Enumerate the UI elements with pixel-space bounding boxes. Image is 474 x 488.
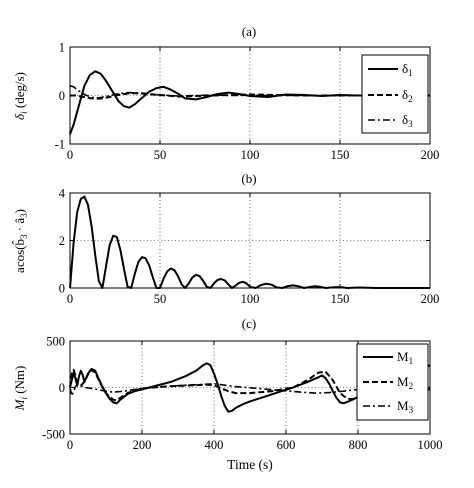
panel-b-ylabel: acos(b̂3 · â3) (12, 209, 29, 273)
panel-a-legend: δ1 δ2 δ3 (361, 54, 429, 134)
series-line-δ1 (69, 70, 430, 135)
legend-c-label-2-main: M (397, 374, 409, 389)
legend-c-label-2: M2 (397, 374, 413, 391)
y-tick-label: 4 (59, 187, 66, 201)
panel-a: (a) 0 50 100 150 200-101 δi (deg/s) δ1 δ2 δ3 (12, 24, 439, 162)
y-tick-label: 0 (59, 381, 65, 395)
legend-a-label-1-sub: 1 (408, 68, 413, 78)
x-tick-label: 200 (421, 148, 440, 162)
x-tick-label: 400 (205, 438, 224, 452)
panel-b-title: (b) (241, 171, 256, 186)
panel-b-ylabel-sub1: 3 (19, 234, 29, 239)
panel-a-ylabel-main: δ (12, 113, 27, 120)
panel-a-ylabel-sub: i (19, 111, 29, 114)
legend-a-label-2: δ2 (402, 87, 413, 104)
x-tick-label: 50 (154, 148, 167, 162)
x-tick-label: 50 (154, 292, 167, 306)
y-tick-label: 0 (59, 89, 65, 103)
panel-a-title: (a) (242, 24, 256, 39)
y-tick-label: 0 (59, 282, 65, 296)
legend-a-label-3-sub: 3 (408, 119, 413, 129)
panel-c-ylabel-rest: (Nm) (12, 366, 27, 397)
legend-c-label-3-main: M (397, 398, 409, 413)
y-tick-label: -500 (42, 428, 65, 442)
legend-a-label-3: δ3 (402, 112, 413, 129)
panel-c-legend: M1 M2 M3 (356, 343, 429, 421)
legend-a-label-3-main: δ (402, 112, 408, 127)
legend-a-label-1-main: δ (402, 61, 408, 76)
panel-c-title: (c) (242, 316, 256, 331)
legend-a-label-2-main: δ (402, 87, 408, 102)
panel-c-series (69, 362, 431, 413)
x-tick-label: 200 (133, 438, 152, 452)
panel-b-series (69, 195, 430, 289)
panel-a-grid (70, 47, 430, 144)
panel-b-ylabel-sub2: 3 (19, 213, 29, 218)
x-tick-label: 1000 (418, 438, 443, 452)
panel-c-ylabel: Mi (Nm) (12, 366, 29, 412)
y-tick-label: 500 (46, 335, 65, 349)
y-tick-label: -1 (55, 138, 65, 152)
x-tick-label: 200 (421, 292, 440, 306)
panel-c-ylabel-main: M (12, 398, 27, 411)
legend-a-label-2-sub: 2 (408, 94, 413, 104)
x-tick-label: 150 (331, 148, 350, 162)
x-tick-label: 0 (67, 438, 73, 452)
panel-b-ylabel-mid: · â (12, 218, 27, 235)
y-tick-label: 1 (59, 41, 65, 55)
legend-a-label-1: δ1 (402, 61, 413, 78)
panel-a-series (69, 70, 430, 135)
x-tick-label: 0 (67, 292, 73, 306)
panel-b-grid (70, 193, 430, 288)
panel-c-xlabel: Time (s) (227, 457, 273, 472)
x-tick-label: 0 (67, 148, 73, 162)
legend-c-label-3: M3 (397, 398, 414, 415)
series-line-M3 (69, 382, 431, 397)
x-tick-label: 100 (241, 148, 260, 162)
legend-c-label-1: M1 (397, 349, 413, 366)
series-line-main (69, 195, 430, 289)
x-tick-label: 800 (349, 438, 368, 452)
y-tick-label: 2 (59, 234, 65, 248)
x-tick-label: 100 (241, 292, 260, 306)
panel-b-ticks: 0 50 100 150 200 0 2 4 (59, 187, 440, 307)
legend-c-label-1-main: M (397, 349, 409, 364)
legend-c-label-3-sub: 3 (409, 405, 414, 415)
panel-a-ylabel-rest: (deg/s) (12, 72, 27, 111)
series-line-M1 (69, 362, 431, 413)
panel-c-ylabel-sub: i (19, 397, 29, 400)
legend-c-label-2-sub: 2 (409, 381, 414, 391)
x-tick-label: 600 (277, 438, 296, 452)
x-tick-label: 150 (331, 292, 350, 306)
panel-b-ylabel-main: acos(b̂ (12, 239, 27, 273)
panel-a-ylabel: δi (deg/s) (12, 72, 29, 120)
legend-c-label-1-sub: 1 (409, 356, 414, 366)
panel-b-ylabel-end: ) (12, 209, 27, 213)
